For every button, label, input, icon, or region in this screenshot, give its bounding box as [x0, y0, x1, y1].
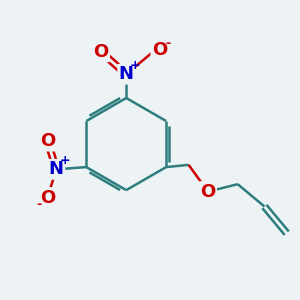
- Text: +: +: [59, 154, 70, 167]
- Text: -: -: [36, 198, 41, 211]
- Text: O: O: [152, 41, 167, 59]
- Text: N: N: [49, 160, 64, 178]
- Text: N: N: [119, 65, 134, 83]
- Text: -: -: [166, 38, 171, 50]
- Text: O: O: [93, 43, 109, 61]
- Text: O: O: [200, 183, 216, 201]
- Text: O: O: [40, 132, 55, 150]
- Text: O: O: [40, 189, 55, 207]
- Text: +: +: [129, 59, 140, 72]
